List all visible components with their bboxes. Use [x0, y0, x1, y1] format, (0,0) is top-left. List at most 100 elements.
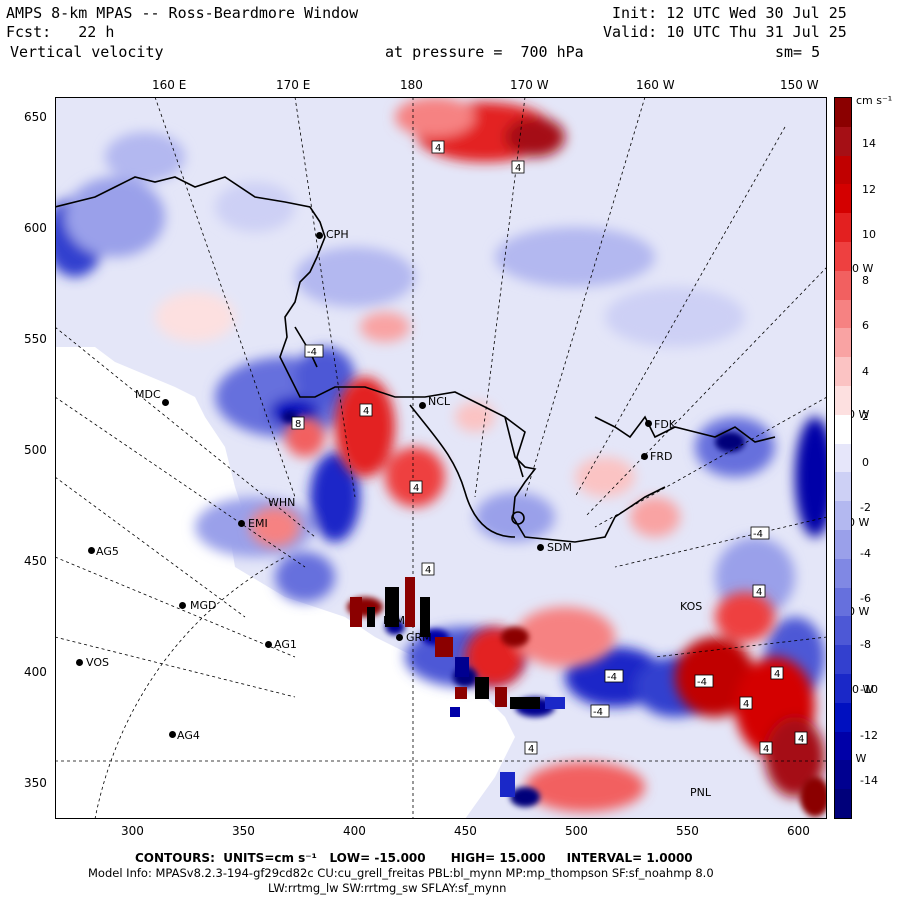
colorbar-tick-label: 14 — [862, 137, 876, 150]
contours-high: HIGH= 15.000 — [450, 851, 546, 865]
y-tick-label: 400 — [24, 665, 47, 679]
station-label: WHN — [268, 496, 296, 509]
contour-labels: 4 4 -4 8 4 4 4 -4 -4 -4 4 4 4 -4 4 4 4 — [291, 140, 808, 755]
x-tick-label: 550 — [676, 824, 699, 838]
contour-label: 4 — [515, 163, 521, 174]
y-tick-label: 650 — [24, 110, 47, 124]
colorbar-tick-label: 10 — [862, 228, 876, 241]
colorbar-segment — [835, 242, 851, 272]
colorbar-tick-label: -10 — [860, 683, 878, 696]
top-lon-label: 160 W — [636, 78, 675, 92]
y-tick-label: 350 — [24, 776, 47, 790]
contours-units: UNITS=cm s⁻¹ — [223, 851, 317, 865]
colorbar-tick-label: 12 — [862, 182, 876, 196]
contour-label: 4 — [425, 565, 431, 576]
colorbar-segment — [835, 184, 851, 214]
station-marker — [316, 232, 323, 239]
x-tick-label: 400 — [343, 824, 366, 838]
colorbar-segment — [835, 155, 851, 185]
colorbar-tick-label: -4 — [860, 546, 871, 560]
x-tick-label: 500 — [565, 824, 588, 838]
colorbar-tick-label: -12 — [860, 728, 878, 742]
coastline — [55, 176, 776, 543]
x-tick-label: 450 — [454, 824, 477, 838]
colorbar — [834, 97, 852, 819]
model-info: Model Info: MPASv8.2.3-194-gf29cd82c CU:… — [88, 866, 714, 880]
station-label: CPH — [326, 228, 349, 241]
station-marker — [641, 453, 648, 460]
colorbar-tick-label: 0 — [862, 455, 869, 469]
station-label: FRD — [650, 450, 673, 463]
coastal-blocks — [350, 577, 565, 797]
pressure-level: at pressure = 700 hPa — [385, 43, 584, 61]
station-marker — [419, 402, 426, 409]
colorbar-tick-label: -2 — [860, 501, 871, 514]
contour-label: -4 — [697, 677, 707, 688]
top-lon-label: 170 W — [510, 78, 549, 92]
contour-label: 4 — [774, 669, 780, 680]
colorbar-segment — [835, 760, 851, 790]
smoothing: sm= 5 — [775, 43, 821, 61]
negative-velocity-areas — [55, 132, 827, 717]
contours-info: CONTOURS: UNITS=cm s⁻¹ LOW= -15.000 HIGH… — [135, 851, 693, 865]
forecast-label: Fcst: 22 h — [6, 24, 114, 41]
colorbar-segment — [835, 328, 851, 358]
colorbar-tick-label: 6 — [862, 319, 869, 332]
contour-label: -4 — [593, 707, 603, 718]
station-marker — [537, 544, 544, 551]
contour-label: 4 — [756, 587, 762, 598]
colorbar-tick-label: -8 — [860, 637, 871, 651]
contour-label: 8 — [295, 419, 301, 430]
colorbar-segment — [835, 98, 851, 128]
station-marker — [265, 641, 272, 648]
station-marker — [162, 399, 169, 406]
colorbar-gradient — [835, 98, 851, 819]
colorbar-segment — [835, 472, 851, 502]
contour-label: 4 — [363, 406, 369, 417]
positive-velocity-areas — [155, 97, 825, 812]
contour-label: -4 — [753, 529, 763, 540]
station-label: MGD — [190, 599, 217, 612]
colorbar-segment — [835, 674, 851, 704]
contour-label: -4 — [307, 347, 317, 358]
colorbar-segment — [835, 270, 851, 301]
colorbar-units: cm s⁻¹ — [856, 94, 893, 107]
station-label: KOS — [680, 600, 703, 613]
station-label: AG1 — [274, 638, 297, 651]
colorbar-segment — [835, 702, 851, 733]
contour-label: 4 — [743, 699, 749, 710]
contours-interval: INTERVAL= 1.0000 — [566, 851, 693, 865]
station-label: FDK — [654, 418, 677, 431]
colorbar-segment — [835, 213, 851, 243]
station-marker — [645, 420, 652, 427]
contour-label: -4 — [607, 672, 617, 683]
top-lon-label: 180 — [400, 78, 423, 92]
graticule — [55, 97, 827, 819]
colorbar-segment — [835, 501, 851, 531]
x-tick-label: 300 — [121, 824, 144, 838]
no-data-region — [55, 347, 515, 819]
station-label: EMI — [248, 517, 268, 530]
y-tick-label: 550 — [24, 332, 47, 346]
colorbar-tick-label: 8 — [862, 273, 869, 287]
init-time: Init: 12 UTC Wed 30 Jul 25 — [612, 4, 847, 22]
colorbar-segment — [835, 443, 851, 473]
station-label: NCL — [428, 395, 451, 408]
station-marker — [179, 602, 186, 609]
map-plot: 4 4 -4 8 4 4 4 -4 -4 -4 4 4 4 -4 4 4 4 — [55, 97, 827, 819]
colorbar-segment — [835, 414, 851, 445]
colorbar-segment — [835, 558, 851, 589]
station-marker — [396, 634, 403, 641]
top-lon-label: 150 W — [780, 78, 819, 92]
colorbar-tick-label: 2 — [862, 410, 869, 423]
contour-label: 4 — [763, 744, 769, 755]
y-tick-label: 450 — [24, 554, 47, 568]
contour-label: 4 — [435, 143, 441, 154]
station-label: AG5 — [96, 545, 119, 558]
station-label: GRM — [406, 631, 432, 644]
valid-time: Valid: 10 UTC Thu 31 Jul 25 — [603, 23, 847, 41]
x-tick-label: 350 — [232, 824, 255, 838]
colorbar-tick-label: -14 — [860, 774, 878, 787]
station-marker — [88, 547, 95, 554]
fcst-label: Fcst: — [6, 23, 52, 41]
